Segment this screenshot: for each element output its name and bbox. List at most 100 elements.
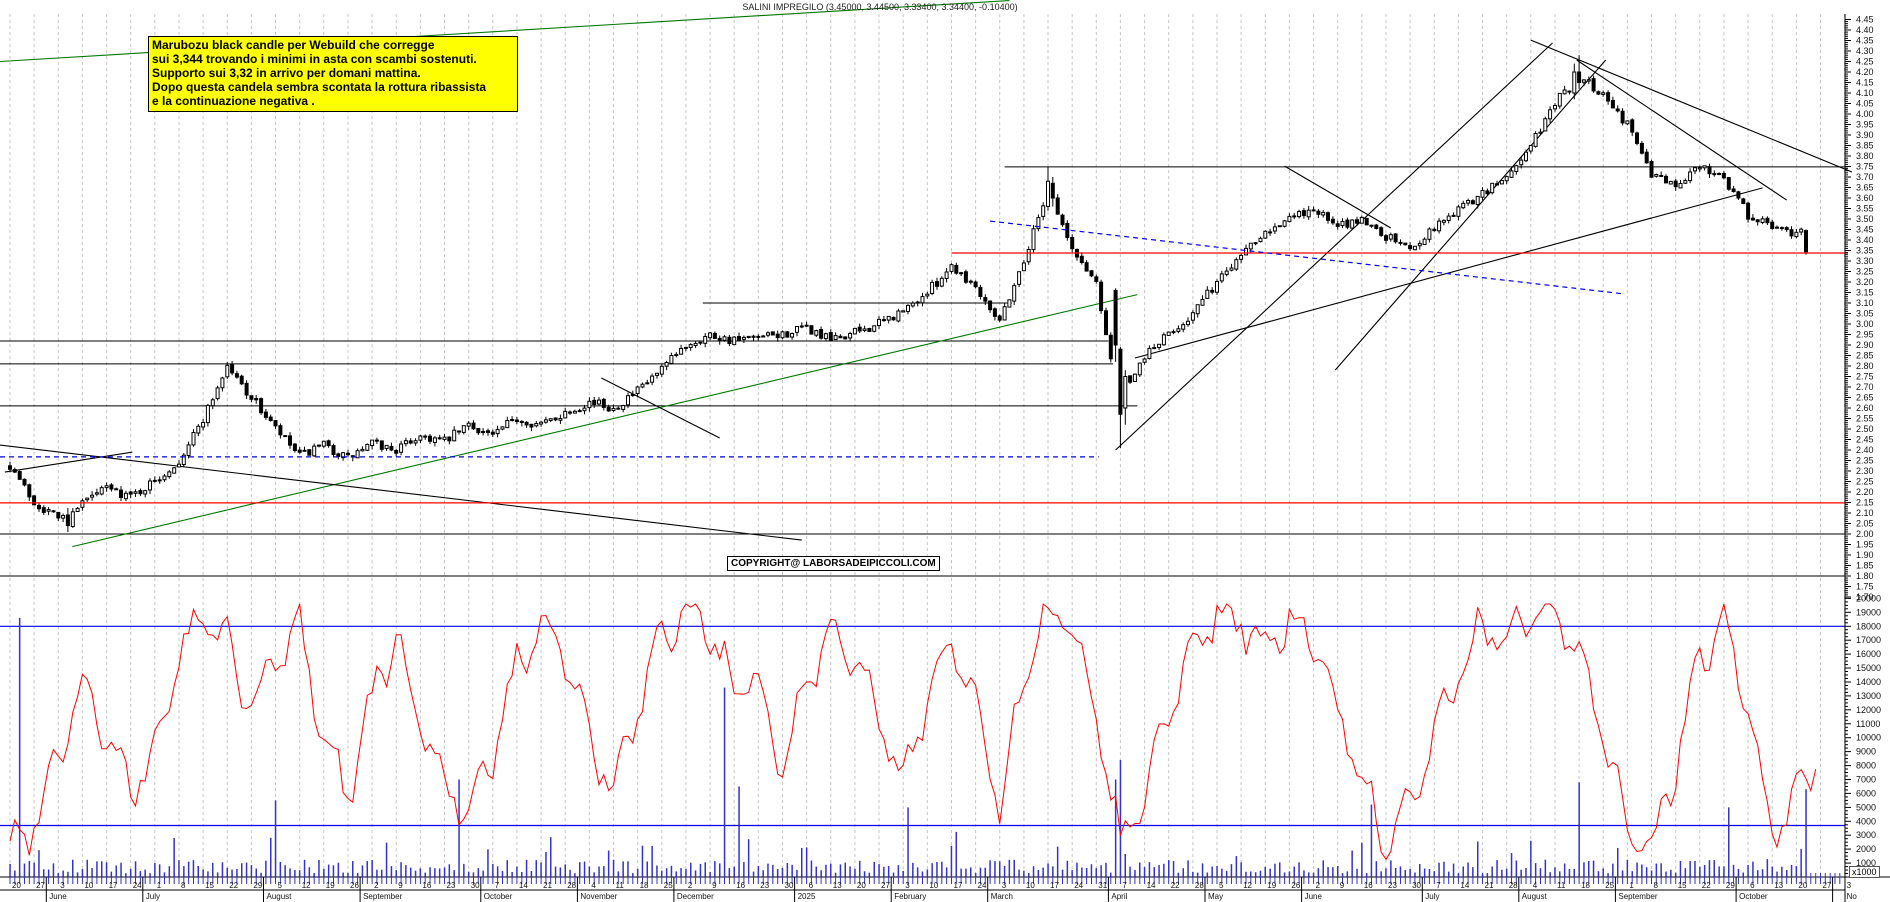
annotation-line: sui 3,344 trovando i minimi in asta con … [152,51,477,66]
svg-text:30: 30 [785,881,794,890]
svg-text:6: 6 [1750,881,1755,890]
svg-text:3.50: 3.50 [1856,214,1874,224]
svg-text:4.15: 4.15 [1856,78,1874,88]
svg-text:9: 9 [1340,881,1345,890]
svg-text:3: 3 [60,881,65,890]
svg-text:19000: 19000 [1856,607,1881,617]
svg-text:3.45: 3.45 [1856,225,1874,235]
svg-text:March: March [991,892,1013,901]
svg-text:1: 1 [157,881,162,890]
svg-text:October: October [484,892,513,901]
svg-text:20000: 20000 [1856,593,1881,603]
svg-text:23: 23 [760,881,769,890]
svg-text:2.80: 2.80 [1856,361,1874,371]
svg-text:26: 26 [350,881,359,890]
svg-text:5: 5 [278,881,283,890]
svg-text:16: 16 [1364,881,1373,890]
svg-text:1.75: 1.75 [1856,582,1874,592]
svg-text:2.40: 2.40 [1856,445,1874,455]
svg-text:2.70: 2.70 [1856,382,1874,392]
svg-text:2000: 2000 [1856,844,1876,854]
svg-text:1000: 1000 [1856,858,1876,868]
svg-text:1.95: 1.95 [1856,540,1874,550]
svg-text:2.20: 2.20 [1856,487,1874,497]
svg-text:21: 21 [1485,881,1494,890]
svg-text:5000: 5000 [1856,802,1876,812]
svg-text:10: 10 [929,881,938,890]
svg-text:3.80: 3.80 [1856,151,1874,161]
svg-text:24: 24 [1074,881,1083,890]
svg-text:3: 3 [1847,881,1852,890]
svg-text:20: 20 [12,881,21,890]
svg-text:July: July [1425,892,1439,901]
svg-text:15: 15 [205,881,214,890]
svg-text:September: September [1618,892,1657,901]
svg-text:2025: 2025 [798,892,816,901]
svg-text:February: February [894,892,926,901]
svg-text:17: 17 [1050,881,1059,890]
annotation-line: Marubozu black candle per Webuild che co… [152,38,435,52]
svg-text:2.90: 2.90 [1856,340,1874,350]
annotation-note: Marubozu black candle per Webuild che co… [148,36,518,112]
svg-text:22: 22 [1171,881,1180,890]
svg-text:27: 27 [1823,881,1832,890]
svg-text:25: 25 [664,881,673,890]
svg-text:20: 20 [857,881,866,890]
svg-text:4.35: 4.35 [1856,36,1874,46]
svg-text:November: November [580,892,617,901]
svg-text:6: 6 [809,881,814,890]
svg-text:June: June [1305,892,1323,901]
svg-text:27: 27 [36,881,45,890]
svg-text:4.30: 4.30 [1856,46,1874,56]
svg-text:7: 7 [495,881,500,890]
svg-text:3.75: 3.75 [1856,162,1874,172]
svg-text:11: 11 [616,881,625,890]
svg-text:4.25: 4.25 [1856,57,1874,67]
svg-text:11: 11 [1557,881,1566,890]
svg-text:23: 23 [447,881,456,890]
svg-text:23: 23 [1388,881,1397,890]
svg-text:13000: 13000 [1856,691,1881,701]
svg-text:29: 29 [1726,881,1735,890]
svg-text:May: May [1208,892,1223,901]
svg-text:2: 2 [1316,881,1321,890]
svg-text:3.90: 3.90 [1856,130,1874,140]
svg-text:1.80: 1.80 [1856,571,1874,581]
svg-text:2.65: 2.65 [1856,393,1874,403]
svg-text:2.10: 2.10 [1856,508,1874,518]
svg-text:9: 9 [712,881,717,890]
svg-text:3.95: 3.95 [1856,120,1874,130]
svg-text:24: 24 [978,881,987,890]
svg-text:2.05: 2.05 [1856,519,1874,529]
svg-text:10000: 10000 [1856,733,1881,743]
svg-text:18: 18 [1581,881,1590,890]
svg-text:2.00: 2.00 [1856,529,1874,539]
svg-text:8: 8 [181,881,186,890]
svg-text:10: 10 [1026,881,1035,890]
svg-text:13: 13 [833,881,842,890]
svg-text:28: 28 [567,881,576,890]
svg-text:2.55: 2.55 [1856,414,1874,424]
svg-text:3.70: 3.70 [1856,172,1874,182]
annotation-line: e la continuazione negativa . [152,93,315,108]
svg-text:2: 2 [374,881,379,890]
svg-text:17: 17 [954,881,963,890]
svg-text:15: 15 [1678,881,1687,890]
svg-text:August: August [267,892,293,901]
copyright-label: COPYRIGHT@ LABORSADEIPICCOLI.COM [727,556,940,571]
svg-text:16: 16 [422,881,431,890]
svg-text:3.20: 3.20 [1856,277,1874,287]
svg-text:7: 7 [1436,881,1441,890]
svg-text:2.30: 2.30 [1856,466,1874,476]
svg-text:4.00: 4.00 [1856,109,1874,119]
svg-text:1: 1 [1629,881,1634,890]
svg-text:2.15: 2.15 [1856,498,1874,508]
svg-text:2.85: 2.85 [1856,351,1874,361]
volume-unit-label: x1000 [1849,866,1880,878]
svg-text:14: 14 [1460,881,1469,890]
svg-text:4.05: 4.05 [1856,99,1874,109]
svg-text:22: 22 [1702,881,1711,890]
svg-text:1.90: 1.90 [1856,550,1874,560]
svg-text:19: 19 [1267,881,1276,890]
